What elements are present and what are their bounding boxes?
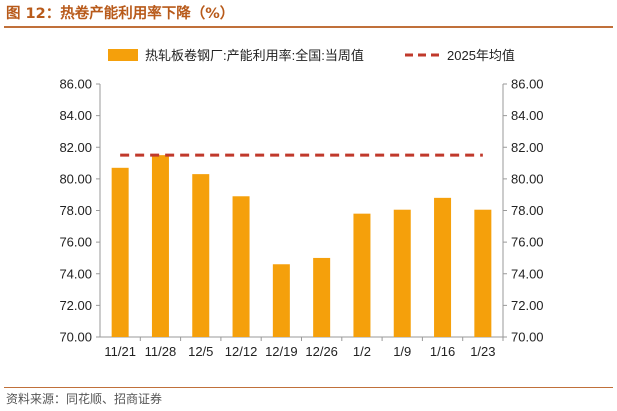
bar-12-5	[192, 174, 210, 337]
x-tick-label: 11/21	[104, 344, 136, 359]
bar-11-28	[151, 155, 169, 337]
bar-1-16	[434, 197, 452, 337]
bar-1-9	[393, 209, 411, 337]
y-tick-label-left: 70.00	[59, 330, 92, 345]
y-tick-label-right: 78.00	[511, 203, 544, 218]
y-tick-label-left: 84.00	[59, 108, 92, 123]
source-rule	[4, 387, 613, 388]
legend-label-bar: 热轧板卷钢厂:产能利用率:全国:当周值	[145, 48, 364, 63]
y-tick-label-left: 72.00	[59, 298, 92, 313]
bar-1-2	[353, 213, 371, 337]
y-tick-label-left: 76.00	[59, 235, 92, 250]
y-tick-label-left: 86.00	[59, 77, 92, 92]
x-tick-label: 11/28	[145, 344, 177, 359]
bar-12-26	[313, 257, 331, 337]
y-tick-label-right: 72.00	[511, 298, 544, 313]
bar-12-12	[232, 196, 250, 337]
x-tick-label: 12/19	[265, 344, 298, 359]
y-tick-label-right: 80.00	[511, 171, 544, 186]
x-tick-label: 1/16	[430, 344, 455, 359]
x-tick-label: 1/2	[353, 344, 371, 359]
bar-chart: 70.00 72.00 74.00 76.00 78.00 80.00 82.00 84.00…	[59, 48, 544, 359]
y-tick-label-left: 80.00	[59, 171, 92, 186]
y-tick-label-right: 84.00	[511, 108, 544, 123]
y-tick-label-left: 82.00	[59, 140, 92, 155]
y-tick-label-right: 70.00	[511, 330, 544, 345]
title-rule	[4, 26, 613, 28]
y-tick-label-right: 82.00	[511, 140, 544, 155]
y-tick-label-right: 86.00	[511, 77, 544, 92]
y-tick-label-right: 76.00	[511, 235, 544, 250]
x-tick-label: 1/9	[393, 344, 411, 359]
y-tick-label-right: 74.00	[511, 266, 544, 281]
x-tick-label: 1/23	[470, 344, 495, 359]
source-note: 资料来源：同花顺、招商证券	[6, 392, 163, 406]
figure-title: 图 12：热卷产能利用率下降（%）	[6, 6, 235, 22]
x-tick-label: 12/26	[305, 344, 338, 359]
y-tick-label-left: 78.00	[59, 203, 92, 218]
bar-1-23	[474, 209, 492, 337]
x-tick-label: 12/12	[225, 344, 258, 359]
legend-swatch-bar	[108, 49, 138, 61]
bar-12-19	[272, 264, 290, 337]
legend-label-line: 2025年均值	[447, 48, 515, 63]
bar-11-21	[111, 167, 129, 337]
x-tick-label: 12/5	[188, 344, 213, 359]
y-tick-label-left: 74.00	[59, 266, 92, 281]
